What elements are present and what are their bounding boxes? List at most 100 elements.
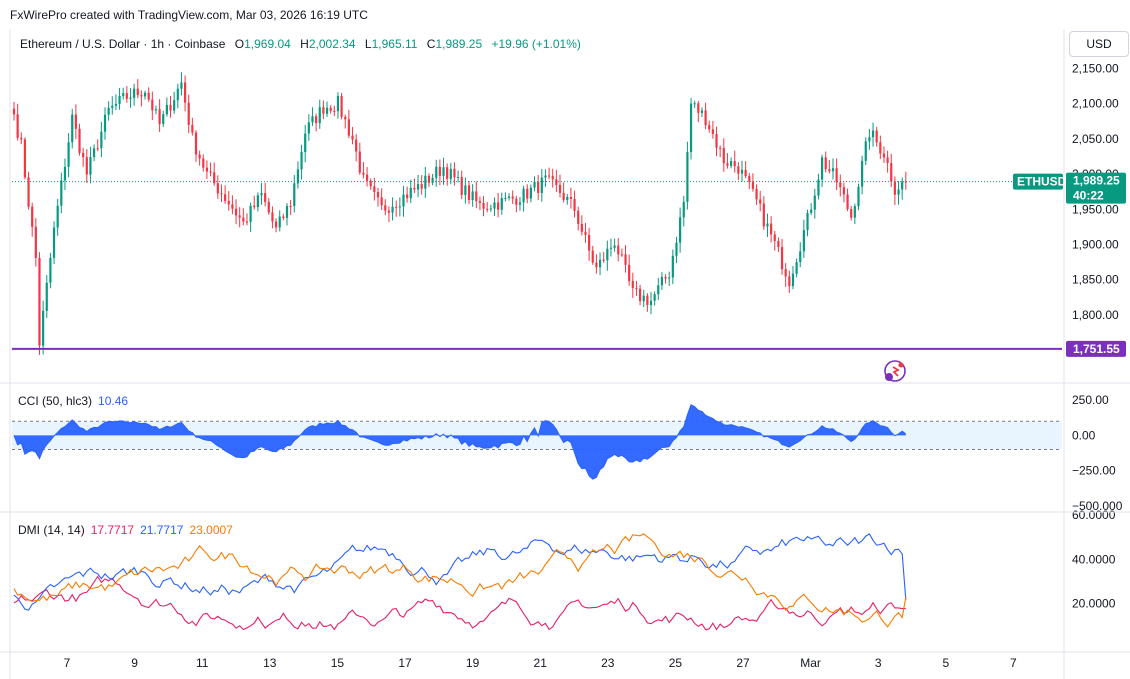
candle-body [791,273,795,287]
candle-body [784,269,787,277]
candle-body [580,223,583,232]
candle-body [31,206,34,227]
time-axis-tick: 11 [196,656,209,670]
candle-body [143,92,147,97]
candle-body [176,88,179,101]
candle-body [173,100,176,111]
candle-body [82,152,85,158]
candle-body [577,210,580,224]
dmi-series-plus-di [13,575,906,631]
candle-body [500,198,503,210]
chart-credit: FxWirePro created with TradingView.com, … [10,8,368,22]
symbol-name[interactable]: Ethereum / U.S. Dollar · 1h · Coinbase [20,37,226,51]
candle-body [49,257,52,283]
currency-button[interactable]: USD [1069,31,1129,57]
price-axis-tick: 1,900.00 [1072,237,1119,251]
candle-body [526,188,529,199]
adx-value: 23.0007 [189,523,233,537]
candle-body [700,110,704,113]
candle-body [147,92,150,100]
candle-body [391,206,394,213]
time-axis-tick: 7 [1010,656,1017,670]
candle-body [420,184,423,189]
candle-body [555,179,558,185]
candle-body [260,193,263,196]
candle-body [347,119,350,136]
candle-body [56,205,59,228]
candle-body [693,103,696,105]
candle-body [336,96,340,112]
candle-body [518,202,522,205]
pane-dividers[interactable] [0,382,1130,513]
candle-body [114,103,118,106]
candle-body [537,182,540,193]
candle-body [227,200,230,205]
candle-body [682,201,685,218]
candle-body [344,116,347,120]
candle-body [737,166,740,174]
dmi-pane[interactable] [13,533,907,631]
cci-axis-tick: 0.00 [1072,428,1096,442]
candle-body [456,176,460,178]
candle-body [191,124,194,133]
candle-body [267,201,270,213]
candle-body [729,161,733,166]
candle-body [755,188,758,200]
candle-body [92,148,96,157]
candle-body [256,195,259,208]
candle-body [231,204,234,209]
candle-body [875,130,878,143]
cci-title[interactable]: CCI (50, hlc3) [18,394,93,408]
price-axis-tick: 1,850.00 [1072,273,1119,287]
candle-body [285,206,289,218]
candle-body [704,110,707,126]
candle-body [660,276,664,286]
candle-body [773,234,776,241]
candle-body [740,169,744,174]
dmi-series-minus-di [13,533,907,611]
candle-body [486,208,489,210]
time-axis-tick: 5 [942,656,949,670]
candle-body [100,131,103,149]
replay-icon[interactable] [884,360,906,382]
candle-body [584,231,587,235]
candle-body [129,97,132,99]
candle-body [442,167,445,176]
dmi-title[interactable]: DMI (14, 14) [18,523,85,537]
candle-body [271,212,274,222]
candle-body [671,255,674,278]
open-value: 1,969.04 [244,37,291,51]
candle-body [180,82,183,89]
candle-body [282,216,285,218]
candle-body [871,130,875,138]
dmi-axis-tick: 60.0000 [1072,508,1116,522]
candle-body [216,183,219,194]
candle-body [42,310,45,346]
candle-body [380,197,383,206]
candle-body [810,209,813,213]
candle-body [613,245,616,248]
candle-body [96,148,99,150]
cci-pane[interactable] [12,404,1062,480]
candle-body [890,163,893,182]
candle-body [853,206,856,218]
candle-body [850,209,853,218]
candle-body [387,210,391,213]
price-pane[interactable] [12,72,1062,355]
candle-body [52,227,56,258]
candle-body [169,104,172,111]
candle-body [482,202,485,209]
candle-body [300,152,303,170]
candle-body [795,262,798,274]
candle-body [598,259,602,268]
candle-body [194,132,198,155]
price-axis-tick: 1,800.00 [1072,308,1119,322]
dmi-axis-tick: 40.0000 [1072,552,1116,566]
last-price-tag [1066,172,1126,204]
symbol-legend: Ethereum / U.S. Dollar · 1h · Coinbase O… [20,37,581,51]
candle-body [828,169,831,172]
cci-axis-tick: −250.00 [1072,464,1116,478]
candle-body [799,251,802,263]
candle-body [78,128,81,153]
